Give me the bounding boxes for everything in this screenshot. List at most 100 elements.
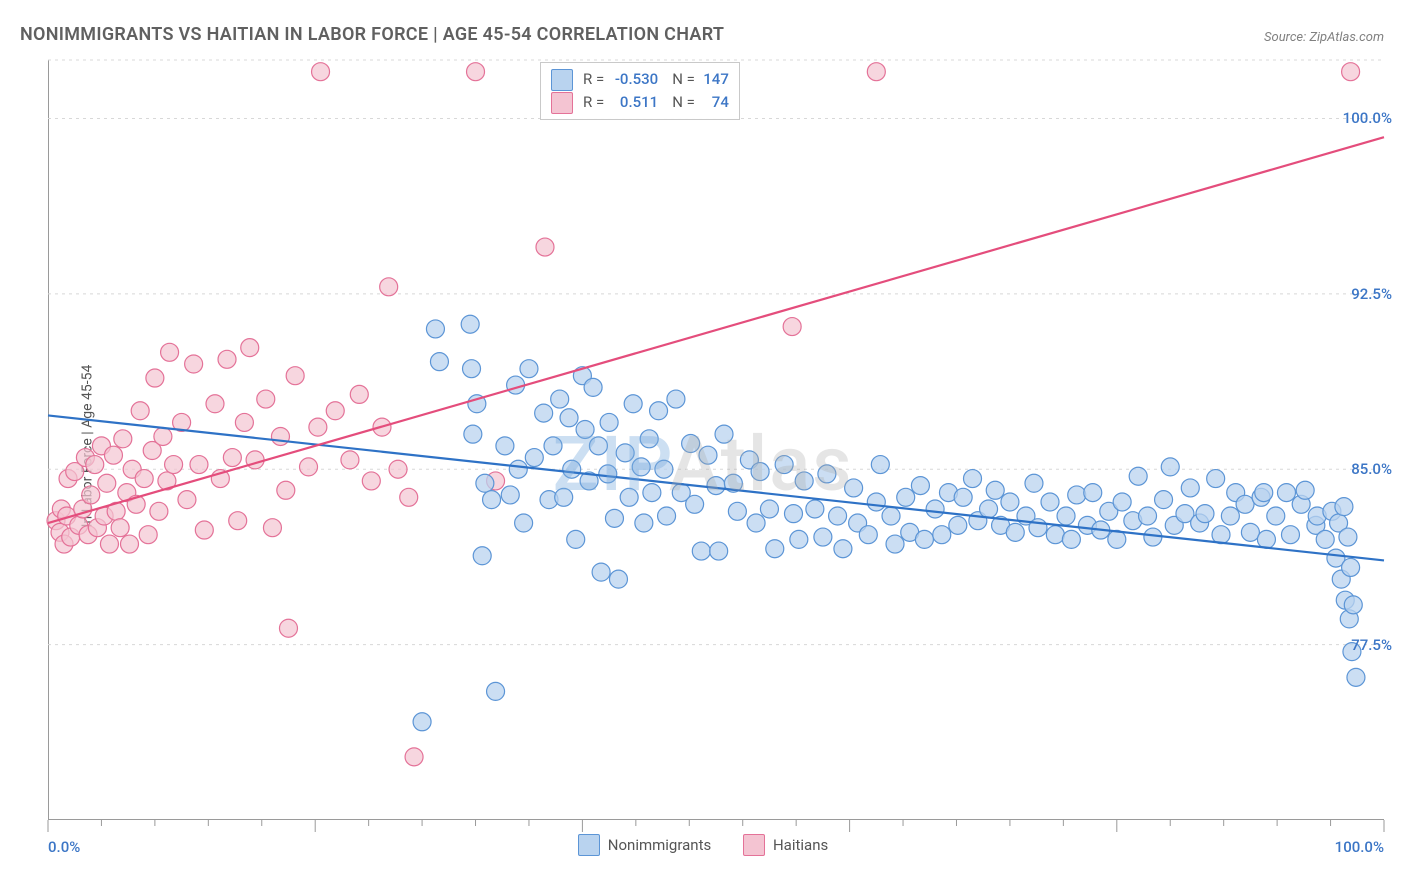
data-point [775, 456, 793, 474]
data-point [751, 463, 769, 481]
data-point [98, 474, 116, 492]
data-point [86, 456, 104, 474]
stat-n-value: 147 [695, 68, 729, 91]
data-point [1068, 486, 1086, 504]
data-point [1267, 507, 1285, 525]
data-point [980, 500, 998, 518]
data-point [120, 535, 138, 553]
stats-row-haitians: R = 0.511 N = 74 [551, 91, 729, 114]
data-point [111, 519, 129, 537]
stat-r-value: -0.530 [604, 68, 658, 91]
data-point [1339, 528, 1357, 546]
data-point [605, 509, 623, 527]
data-point [350, 385, 368, 403]
data-point [650, 402, 668, 420]
data-point [1001, 493, 1019, 511]
legend-item-haitians: Haitians [743, 834, 828, 856]
data-point [964, 470, 982, 488]
data-point [795, 472, 813, 490]
data-point [312, 63, 330, 81]
data-point [926, 500, 944, 518]
data-point [279, 619, 297, 637]
data-point [190, 456, 208, 474]
data-point [1255, 484, 1273, 502]
data-point [915, 530, 933, 548]
trend-line [48, 137, 1384, 523]
data-point [286, 367, 304, 385]
data-point [867, 63, 885, 81]
data-point [949, 516, 967, 534]
data-point [206, 395, 224, 413]
data-point [1062, 530, 1080, 548]
data-point [154, 427, 172, 445]
data-point [1335, 498, 1353, 516]
legend-item-nonimmigrants: Nonimmigrants [578, 834, 711, 856]
stat-n-label: N = [672, 68, 695, 91]
data-point [609, 570, 627, 588]
data-point [643, 484, 661, 502]
data-point [632, 458, 650, 476]
data-point [933, 526, 951, 544]
data-point [501, 486, 519, 504]
data-point [263, 519, 281, 537]
data-point [1236, 495, 1254, 513]
data-point [473, 547, 491, 565]
data-point [834, 540, 852, 558]
data-point [476, 474, 494, 492]
data-point [818, 465, 836, 483]
data-point [620, 488, 638, 506]
correlation-stats-box: R = -0.530 N = 147 R = 0.511 N = 74 [540, 62, 740, 120]
data-point [1316, 530, 1334, 548]
data-point [747, 514, 765, 532]
legend: Nonimmigrants Haitians [0, 834, 1406, 860]
data-point [576, 420, 594, 438]
data-point [1221, 507, 1239, 525]
data-point [362, 472, 380, 490]
data-point [389, 460, 407, 478]
data-point [1129, 467, 1147, 485]
data-point [1281, 526, 1299, 544]
stat-r-label: R = [583, 68, 604, 91]
data-point [178, 491, 196, 509]
stat-n-label: N = [672, 91, 695, 114]
data-point [1344, 596, 1362, 614]
data-point [146, 369, 164, 387]
swatch-icon [551, 92, 573, 114]
data-point [784, 505, 802, 523]
data-point [806, 500, 824, 518]
data-point [655, 460, 673, 478]
data-point [592, 563, 610, 581]
source-name: ZipAtlas.com [1309, 30, 1384, 45]
data-point [845, 479, 863, 497]
data-point [185, 355, 203, 373]
stats-row-nonimmigrants: R = -0.530 N = 147 [551, 68, 729, 91]
data-point [954, 488, 972, 506]
data-point [525, 449, 543, 467]
data-point [100, 535, 118, 553]
data-point [535, 404, 553, 422]
data-point [165, 456, 183, 474]
data-point [405, 748, 423, 766]
data-point [1277, 484, 1295, 502]
data-point [464, 425, 482, 443]
data-point [1342, 558, 1360, 576]
data-point [461, 315, 479, 333]
data-point [882, 507, 900, 525]
data-point [1161, 458, 1179, 476]
data-point [509, 460, 527, 478]
data-point [483, 491, 501, 509]
data-point [667, 390, 685, 408]
y-tick-label: 92.5% [1351, 285, 1392, 303]
swatch-icon [578, 834, 600, 856]
data-point [760, 500, 778, 518]
data-point [139, 526, 157, 544]
data-point [467, 63, 485, 81]
data-point [624, 395, 642, 413]
data-point [699, 446, 717, 464]
data-point [783, 318, 801, 336]
data-point [131, 402, 149, 420]
data-point [710, 542, 728, 560]
legend-label: Haitians [773, 836, 828, 854]
chart-title: NONIMMIGRANTS VS HAITIAN IN LABOR FORCE … [20, 24, 724, 45]
data-point [1181, 479, 1199, 497]
